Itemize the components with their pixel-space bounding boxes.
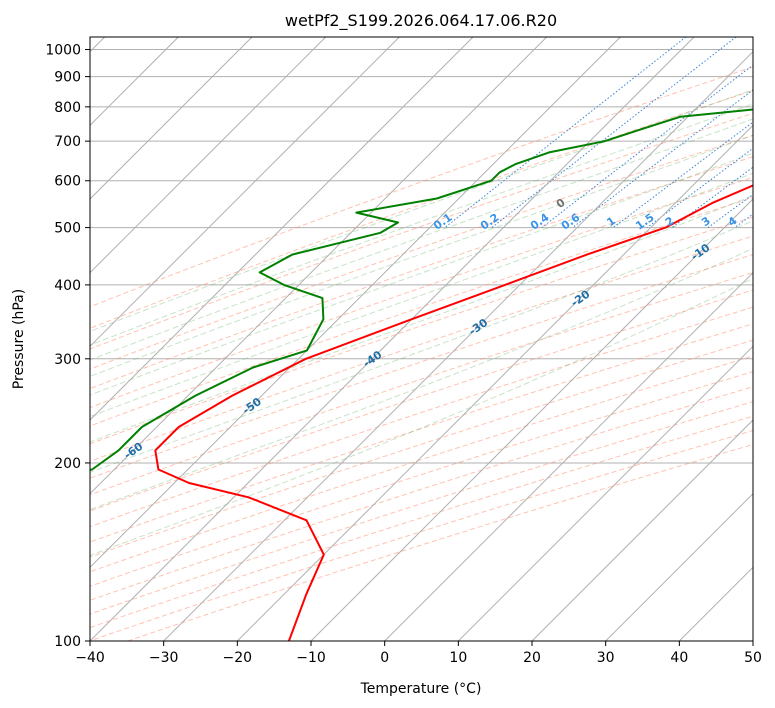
isotherm [531, 419, 753, 641]
temperature-profile-line [154, 184, 753, 641]
dry-adiabats [90, 66, 753, 641]
chart-title: wetPf2_S199.2026.064.17.06.R20 [285, 11, 557, 31]
x-tick-label: 20 [523, 650, 541, 666]
moist-adiabat [90, 247, 753, 511]
moist-adiabat [90, 134, 753, 377]
dry-adiabat [90, 289, 753, 512]
dry-adiabat [90, 355, 753, 573]
y-tick-label: 400 [54, 278, 81, 294]
dry-adiabat [90, 66, 753, 308]
dry-adiabat [90, 271, 753, 496]
y-tick-label: 1000 [45, 43, 81, 59]
dry-adiabat [90, 176, 753, 409]
isotherm-label: -70 [0, 494, 18, 516]
dry-adiabat [90, 415, 753, 629]
moist-adiabat [90, 195, 753, 443]
reference-line-labels: -100-90-80-70-60-50-40-30-20-100.10.20.4… [0, 196, 775, 516]
plot-frame [89, 36, 754, 642]
dry-adiabat [90, 89, 753, 329]
moist-adiabat [90, 220, 753, 473]
dry-adiabat [127, 443, 753, 641]
mixing-ratio-label: 3 [699, 214, 713, 229]
x-axis: −40 −30 −20 −10 0 10 20 30 40 50 [75, 641, 762, 666]
x-tick-label: 30 [597, 650, 615, 666]
isotherms [90, 37, 753, 641]
y-tick-label: 800 [54, 100, 81, 116]
dry-adiabat [90, 371, 753, 587]
dry-adiabat [90, 216, 753, 445]
isotherm [457, 345, 753, 641]
y-tick-label: 100 [54, 634, 81, 650]
x-tick-label: 0 [380, 650, 389, 666]
y-tick-label: 500 [54, 221, 81, 237]
dry-adiabat [90, 401, 753, 615]
isotherm [236, 124, 753, 641]
dry-adiabat [90, 254, 753, 479]
y-tick-label: 600 [54, 174, 81, 190]
mixing-ratio-label: 0.4 [528, 211, 552, 233]
isotherm [90, 37, 548, 495]
y-axis: 100 200 300 400 500 600 700 800 900 1000 [45, 43, 90, 650]
x-tick-label: −40 [75, 650, 105, 666]
mixing-ratio-line [646, 147, 753, 229]
mixing-ratio-line [572, 89, 753, 228]
isotherm [90, 37, 327, 274]
mixing-ratio-lines [444, 37, 753, 229]
isotherm [752, 640, 753, 641]
moist-adiabat [90, 118, 753, 361]
dry-adiabat [90, 156, 753, 390]
dry-adiabat [90, 429, 753, 641]
zero-label: 0 [554, 196, 568, 211]
dry-adiabat [90, 386, 753, 601]
mixing-ratio-label: 6 [765, 214, 775, 229]
dry-adiabat [90, 323, 753, 543]
x-tick-label: 10 [449, 650, 467, 666]
moist-adiabat [90, 152, 753, 396]
moist-adiabat [90, 172, 753, 418]
moist-adiabat [90, 277, 753, 556]
x-tick-label: −10 [296, 650, 326, 666]
x-axis-label: Temperature (°C) [360, 681, 482, 697]
mixing-ratio-line [491, 37, 737, 228]
mixing-ratio-line [444, 37, 687, 228]
grid-layer: -100-90-80-70-60-50-40-30-20-100.10.20.4… [0, 37, 775, 641]
isotherm [310, 198, 753, 641]
mixing-ratio-label: 0.6 [559, 211, 583, 233]
isotherm [90, 37, 474, 421]
moist-adiabat [90, 103, 753, 346]
dry-adiabat [90, 235, 753, 462]
x-tick-label: −20 [223, 650, 253, 666]
sounding-series [90, 108, 753, 641]
mixing-ratio-line [734, 213, 753, 229]
isotherm [163, 50, 753, 641]
y-tick-label: 700 [54, 134, 81, 150]
x-tick-label: 40 [670, 650, 688, 666]
y-tick-label: 900 [54, 70, 81, 86]
dry-adiabat [90, 306, 753, 528]
isotherm [90, 37, 621, 569]
dry-adiabat [90, 134, 753, 370]
isotherm [678, 566, 753, 641]
dry-adiabat [90, 112, 753, 350]
dry-adiabat [90, 197, 753, 427]
isotherm [605, 492, 753, 641]
x-tick-label: 50 [744, 650, 762, 666]
isotherm [384, 271, 753, 641]
isotherm [90, 37, 400, 348]
pressure-gridlines [90, 49, 753, 641]
y-tick-label: 200 [54, 456, 81, 472]
isotherm [90, 37, 695, 641]
isotherm [90, 37, 253, 200]
dewpoint-profile-line [90, 108, 753, 471]
mixing-ratio-label: 1 [604, 214, 618, 229]
y-tick-label: 300 [54, 352, 81, 368]
y-axis-label: Pressure (hPa) [11, 289, 27, 389]
x-tick-label: −30 [149, 650, 179, 666]
mixing-ratio-line [707, 193, 753, 229]
dry-adiabat [90, 339, 753, 558]
mixing-ratio-label: 0.2 [478, 211, 501, 233]
mixing-ratio-label: 0.1 [431, 211, 454, 233]
